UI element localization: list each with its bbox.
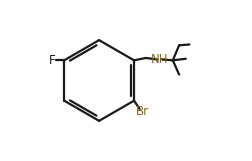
Text: Br: Br: [136, 105, 149, 118]
Text: F: F: [49, 54, 56, 67]
Text: NH: NH: [151, 53, 168, 66]
